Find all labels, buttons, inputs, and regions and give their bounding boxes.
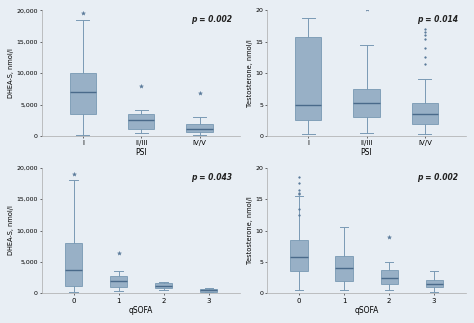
X-axis label: PSI: PSI [361,148,373,157]
Text: p = 0.002: p = 0.002 [191,16,232,24]
Text: p = 0.043: p = 0.043 [191,173,232,182]
PathPatch shape [200,289,218,292]
PathPatch shape [65,243,82,286]
PathPatch shape [110,276,127,287]
PathPatch shape [426,280,443,287]
PathPatch shape [291,240,308,271]
PathPatch shape [155,283,173,288]
Y-axis label: Testosterone, nmol/l: Testosterone, nmol/l [247,197,253,265]
Text: p = 0.002: p = 0.002 [417,173,458,182]
X-axis label: qSOFA: qSOFA [355,306,379,315]
X-axis label: qSOFA: qSOFA [129,306,154,315]
PathPatch shape [354,89,380,117]
PathPatch shape [336,256,353,281]
Text: p = 0.014: p = 0.014 [417,16,458,24]
X-axis label: PSI: PSI [136,148,147,157]
PathPatch shape [70,73,96,114]
PathPatch shape [295,37,321,120]
Y-axis label: DHEA-S, nmol/l: DHEA-S, nmol/l [9,206,14,255]
PathPatch shape [381,269,398,284]
Y-axis label: Testosterone, nmol/l: Testosterone, nmol/l [247,39,253,107]
PathPatch shape [186,123,213,132]
PathPatch shape [128,114,155,129]
Y-axis label: DHEA-S, nmol/l: DHEA-S, nmol/l [9,48,14,98]
PathPatch shape [412,103,438,123]
